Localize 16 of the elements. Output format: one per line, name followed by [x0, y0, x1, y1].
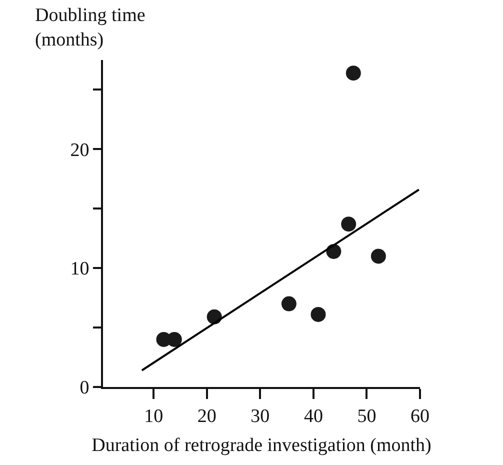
x-tick-label: 20	[197, 406, 216, 427]
y-tick-label: 0	[80, 378, 90, 399]
x-tick-label: 40	[304, 406, 323, 427]
point	[341, 216, 356, 232]
x-axis-title: Duration of retrograde investigation (month)	[92, 435, 432, 456]
point	[281, 296, 296, 312]
x-tick-label: 30	[250, 406, 270, 427]
point	[370, 248, 386, 264]
point	[310, 306, 326, 322]
y-tick-label: 10	[70, 258, 90, 280]
point	[346, 66, 361, 81]
x-tick-label: 60	[410, 406, 430, 427]
y-tick-label: 20	[70, 140, 90, 161]
y-axis-title: Doubling time (months)	[35, 5, 146, 51]
x-tick-label: 10	[144, 406, 164, 427]
x-tick-label: 50	[357, 406, 376, 427]
